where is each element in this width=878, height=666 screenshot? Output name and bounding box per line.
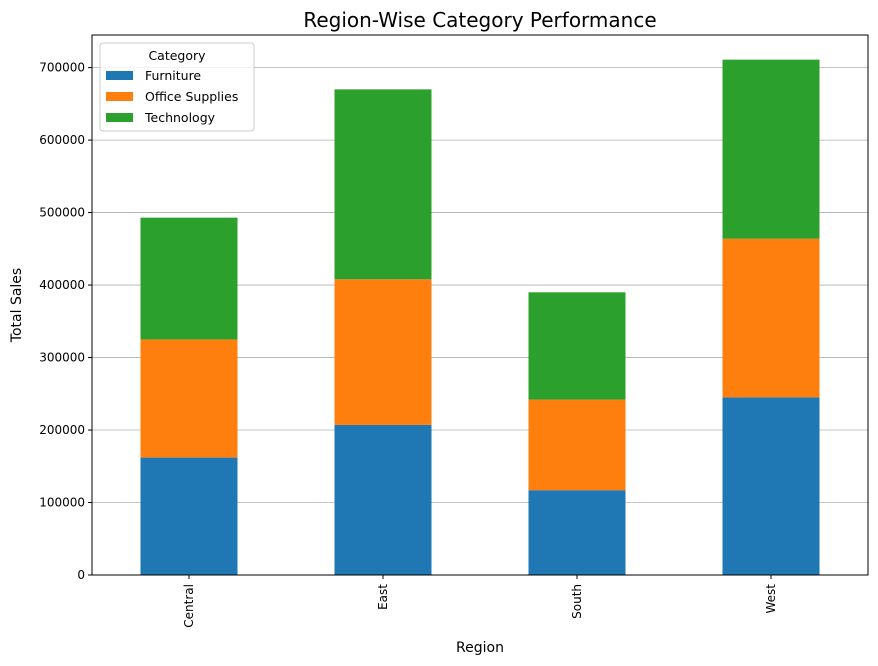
- y-tick-label: 400000: [39, 278, 85, 292]
- y-tick-label: 600000: [39, 133, 85, 147]
- bar-furniture-west: [722, 397, 820, 575]
- bar-office-supplies-central: [140, 339, 238, 458]
- chart-title: Region-Wise Category Performance: [303, 8, 656, 32]
- x-axis-label: Region: [456, 640, 504, 656]
- legend-title: Category: [148, 48, 206, 63]
- bar-technology-east: [334, 89, 432, 280]
- legend: Category Furniture Office Supplies Technolo…: [99, 42, 255, 132]
- x-tick-label: West: [764, 584, 778, 614]
- bar-technology-central: [140, 217, 238, 340]
- y-tick-label: 700000: [39, 61, 85, 75]
- bar-office-supplies-west: [722, 238, 820, 398]
- x-tick-label: East: [376, 584, 390, 610]
- y-tick-label: 100000: [39, 496, 85, 510]
- y-axis: 0 100000 200000 300000 400000 500000 600000 700…: [39, 61, 92, 582]
- bar-furniture-east: [334, 424, 432, 575]
- legend-swatch-office-supplies: [106, 92, 133, 101]
- legend-swatch-technology: [106, 113, 133, 122]
- bars: [140, 59, 820, 575]
- bar-office-supplies-south: [528, 399, 626, 491]
- bar-office-supplies-east: [334, 279, 432, 425]
- x-tick-label: South: [570, 584, 584, 619]
- bar-technology-west: [722, 59, 820, 239]
- bar-technology-south: [528, 292, 626, 400]
- legend-box: [99, 42, 255, 132]
- legend-swatch-furniture: [106, 71, 133, 80]
- y-tick-label: 0: [77, 568, 85, 582]
- y-tick-label: 500000: [39, 206, 85, 220]
- bar-furniture-south: [528, 490, 626, 575]
- x-axis: Central East South West: [182, 575, 778, 628]
- legend-label: Technology: [144, 110, 216, 125]
- legend-label: Office Supplies: [145, 89, 238, 104]
- plot-frame: [91, 34, 869, 576]
- bar-furniture-central: [140, 457, 238, 575]
- x-tick-label: Central: [182, 584, 196, 628]
- legend-label: Furniture: [145, 68, 201, 83]
- y-tick-label: 300000: [39, 351, 85, 365]
- y-axis-label: Total Sales: [9, 268, 25, 343]
- y-tick-label: 200000: [39, 423, 85, 437]
